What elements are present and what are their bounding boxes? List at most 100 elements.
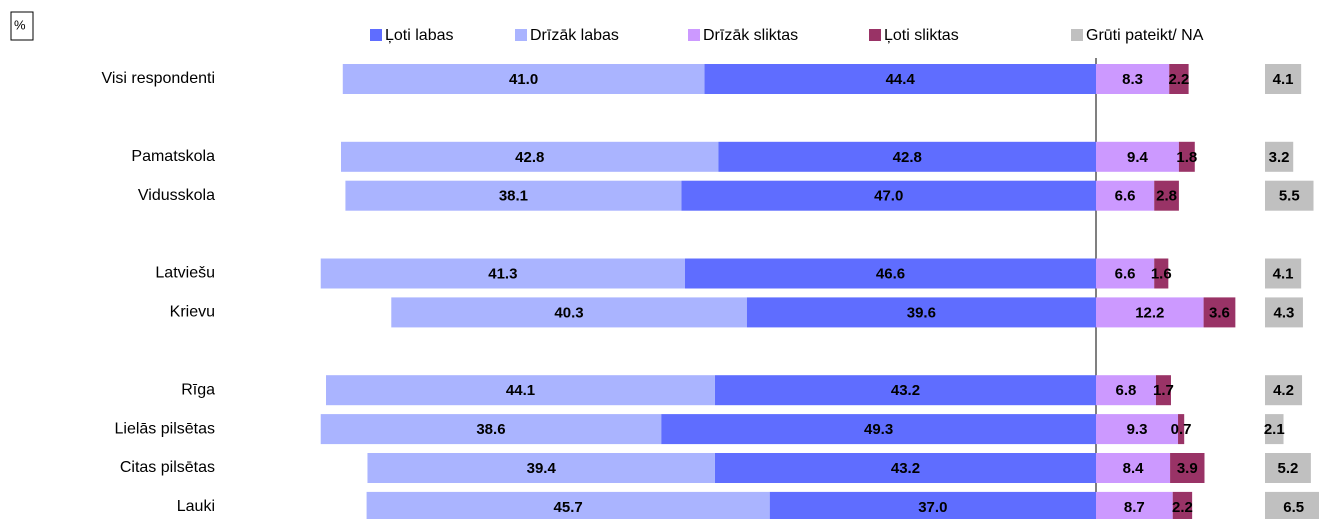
- category-label: Visi respondenti: [101, 70, 215, 87]
- value-label: 2.8: [1156, 188, 1177, 205]
- bar-segment: [1265, 491, 1319, 519]
- bar-segment: [1096, 491, 1173, 519]
- category-label: Vidusskola: [138, 187, 215, 204]
- category-label: Latviešu: [155, 265, 215, 282]
- bar-segment: [661, 414, 1096, 445]
- value-label: 41.3: [488, 265, 517, 282]
- bar-segment: [1096, 141, 1179, 172]
- value-label: 2.2: [1172, 499, 1193, 516]
- value-label: 37.0: [918, 499, 947, 516]
- category-label: Rīga: [181, 381, 215, 398]
- bar-segment: [1178, 141, 1195, 172]
- bar-segment: [769, 491, 1096, 519]
- legend-swatch: [1071, 29, 1083, 41]
- bar-segment: [1265, 258, 1302, 289]
- value-label: 9.3: [1127, 421, 1148, 438]
- bar-segment: [320, 258, 685, 289]
- bar-segment: [341, 141, 719, 172]
- value-label: 3.2: [1269, 149, 1290, 166]
- legend-label: Ļoti sliktas: [884, 27, 959, 44]
- value-label: 4.3: [1274, 304, 1295, 321]
- value-label: 1.8: [1176, 149, 1197, 166]
- category-label: Lauki: [177, 498, 215, 515]
- bar-segment: [714, 453, 1096, 483]
- bar-segment: [1265, 64, 1302, 94]
- unit-label: %: [14, 17, 26, 32]
- bar-segment: [684, 258, 1096, 289]
- bar-segment: [1096, 180, 1155, 211]
- bar-segment: [1265, 297, 1303, 328]
- bar-segment: [718, 141, 1096, 172]
- value-label: 45.7: [554, 499, 583, 516]
- value-label: 6.6: [1115, 188, 1136, 205]
- value-label: 40.3: [554, 304, 583, 321]
- value-label: 49.3: [864, 421, 893, 438]
- value-label: 43.2: [891, 382, 920, 399]
- bar-segment: [1265, 180, 1314, 211]
- value-label: 4.2: [1273, 382, 1294, 399]
- bar-segment: [1169, 64, 1189, 94]
- value-label: 2.2: [1168, 71, 1189, 88]
- value-label: 39.4: [527, 460, 557, 477]
- legend-label: Ļoti labas: [385, 27, 454, 44]
- bar-segment: [1096, 375, 1156, 406]
- bar-segment: [746, 297, 1096, 328]
- value-label: 1.7: [1153, 382, 1174, 399]
- bar-segment: [320, 414, 662, 445]
- legend-label: Grūti pateikt/ NA: [1086, 27, 1204, 44]
- value-label: 43.2: [891, 460, 920, 477]
- bar-segment: [1096, 414, 1179, 445]
- legend-swatch: [515, 29, 527, 41]
- value-label: 38.1: [499, 188, 528, 205]
- bar-segment: [1265, 414, 1284, 445]
- bar-segment: [342, 64, 705, 94]
- bar-segment: [1170, 453, 1205, 483]
- value-label: 42.8: [515, 149, 544, 166]
- value-label: 44.4: [886, 71, 916, 88]
- value-label: 5.5: [1279, 188, 1300, 205]
- value-label: 38.6: [476, 421, 505, 438]
- legend-label: Drīzāk sliktas: [703, 27, 798, 44]
- value-label: 39.6: [907, 304, 936, 321]
- value-label: 4.1: [1273, 265, 1294, 282]
- category-label: Pamatskola: [131, 148, 215, 165]
- value-label: 47.0: [874, 188, 903, 205]
- value-label: 8.7: [1124, 499, 1145, 516]
- value-label: 1.6: [1151, 265, 1172, 282]
- value-label: 2.1: [1264, 421, 1285, 438]
- bar-segment: [1172, 491, 1193, 519]
- category-label: Lielās pilsētas: [115, 420, 216, 437]
- value-label: 46.6: [876, 265, 905, 282]
- value-label: 5.2: [1278, 460, 1299, 477]
- category-label: Citas pilsētas: [120, 459, 215, 476]
- bar-segment: [366, 491, 770, 519]
- value-label: 6.6: [1115, 265, 1136, 282]
- bar-segment: [1265, 375, 1303, 406]
- value-label: 3.6: [1209, 304, 1230, 321]
- value-label: 41.0: [509, 71, 538, 88]
- value-label: 4.1: [1273, 71, 1294, 88]
- value-label: 44.1: [506, 382, 535, 399]
- legend-swatch: [688, 29, 700, 41]
- value-label: 0.7: [1171, 421, 1192, 438]
- bar-segment: [345, 180, 682, 211]
- bar-segment: [326, 375, 715, 406]
- bar-segment: [714, 375, 1096, 406]
- bar-segment: [1154, 180, 1179, 211]
- bar-segment: [1203, 297, 1236, 328]
- value-label: 9.4: [1127, 149, 1149, 166]
- bar-segment: [1155, 375, 1171, 406]
- value-label: 12.2: [1135, 304, 1164, 321]
- value-label: 6.8: [1116, 382, 1137, 399]
- bar-segment: [1265, 141, 1294, 172]
- bar-segment: [391, 297, 747, 328]
- value-label: 6.5: [1283, 499, 1304, 516]
- bar-segment: [1096, 297, 1204, 328]
- legend-swatch: [370, 29, 382, 41]
- value-label: 3.9: [1177, 460, 1198, 477]
- bar-segment: [1096, 453, 1171, 483]
- bar-segment: [1265, 453, 1311, 483]
- bar-segment: [681, 180, 1096, 211]
- value-label: 42.8: [893, 149, 922, 166]
